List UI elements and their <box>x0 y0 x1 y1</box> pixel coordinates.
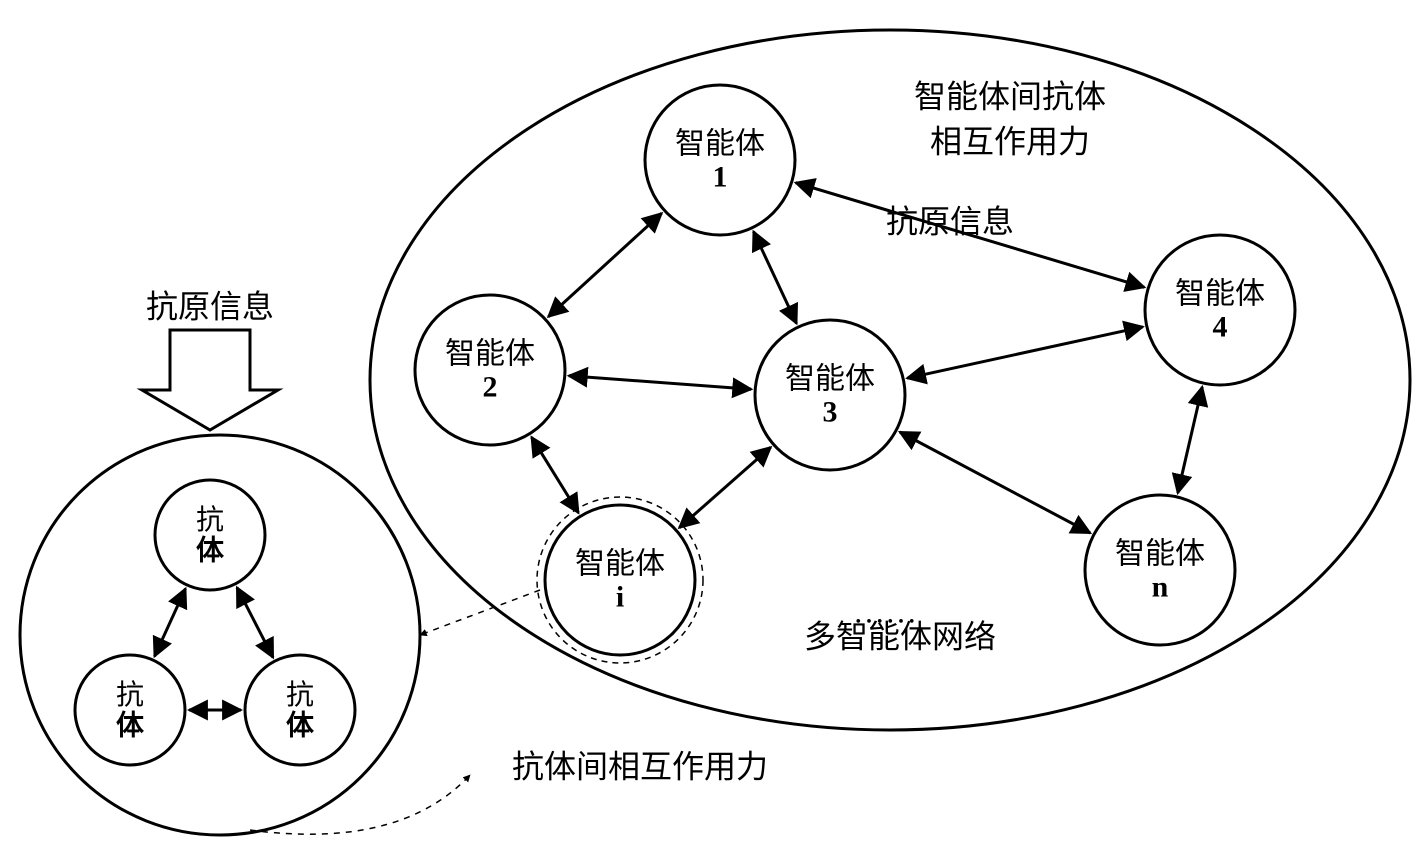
node-ab_bl-line2: 体 <box>116 710 145 742</box>
label-label_abforce: 抗体间相互作用力 <box>512 748 768 784</box>
node-agent2-line1: 智能体 <box>445 337 535 370</box>
node-agentn: 智能体n <box>1085 495 1235 645</box>
node-agentn-line2: n <box>1152 570 1169 603</box>
node-ab_bl-line1: 抗 <box>116 679 144 711</box>
edge-agent3-agent4 <box>907 327 1143 378</box>
edge-agent1-agent2 <box>548 213 661 316</box>
nodes-group: 智能体1智能体2智能体3智能体4智能体n智能体i抗体抗体抗体 <box>75 85 1295 765</box>
node-agent2: 智能体2 <box>415 295 565 445</box>
node-agent4-line1: 智能体 <box>1175 277 1265 310</box>
node-agenti: 智能体i <box>537 497 703 663</box>
node-ab_top-line2: 体 <box>196 535 225 567</box>
edge-ab_top-ab_br <box>237 587 273 657</box>
node-ab_br: 抗体 <box>245 655 355 765</box>
label-detail-antigen: 抗原信息 <box>146 288 274 324</box>
node-agent4-line2: 4 <box>1213 310 1228 343</box>
antigen-input-arrow <box>142 330 278 430</box>
label-label_force2: 相互作用力 <box>930 123 1090 159</box>
label-label_dots: …… <box>853 593 917 629</box>
label-label_antigen: 抗原信息 <box>886 203 1014 239</box>
node-ab_br-line2: 体 <box>286 710 315 742</box>
node-ab_br-line1: 抗 <box>286 679 314 711</box>
node-agent1: 智能体1 <box>645 85 795 235</box>
node-agent3-line1: 智能体 <box>785 362 875 395</box>
node-agent1-line1: 智能体 <box>675 127 765 160</box>
edge-ab_top-ab_bl <box>155 589 186 657</box>
node-agent1-line2: 1 <box>713 160 728 193</box>
node-agenti-line2: i <box>616 580 624 613</box>
node-ab_top-line1: 抗 <box>196 504 224 536</box>
edge-agent1-agent3 <box>753 232 796 324</box>
node-agent3-line2: 3 <box>823 395 838 428</box>
edge-agent2-agent3 <box>569 376 751 389</box>
edges-group <box>155 183 1203 710</box>
edge-agent2-agenti <box>532 437 579 513</box>
edge-agent4-agentn <box>1178 387 1202 493</box>
node-agent3: 智能体3 <box>755 320 905 470</box>
node-ab_bl: 抗体 <box>75 655 185 765</box>
node-agent2-line2: 2 <box>483 370 498 403</box>
node-ab_top: 抗体 <box>155 480 265 590</box>
edge-agent3-agentn <box>900 432 1090 533</box>
node-agentn-line1: 智能体 <box>1115 537 1205 570</box>
label-label_force: 智能体间抗体 <box>914 78 1106 114</box>
edge-agent3-agenti <box>679 447 770 528</box>
node-agenti-line1: 智能体 <box>575 547 665 580</box>
node-agent4: 智能体4 <box>1145 235 1295 385</box>
